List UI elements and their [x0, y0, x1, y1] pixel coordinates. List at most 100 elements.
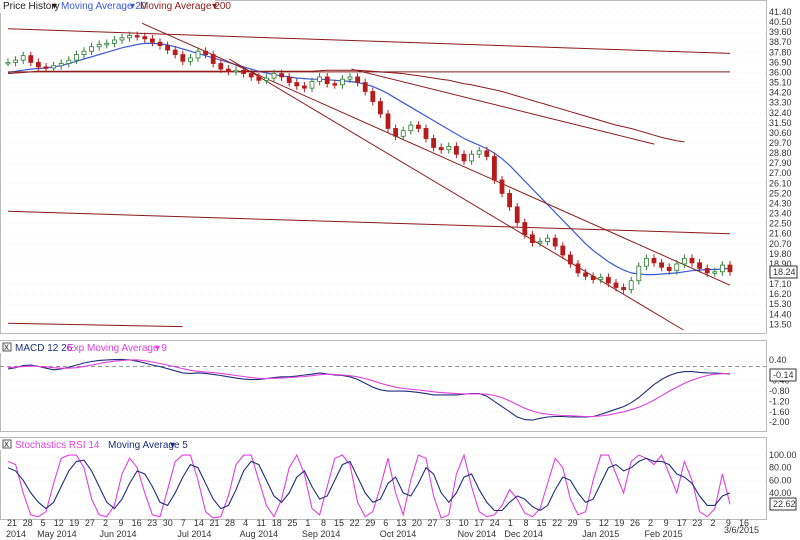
candle-body: [659, 262, 664, 268]
x-day-tick-6: 2: [103, 518, 108, 528]
legend-price-history[interactable]: Price History: [3, 1, 60, 12]
macd-signal-line: [7, 359, 731, 418]
rsi-ytick-0: 100.00: [769, 450, 797, 460]
legend-ma20[interactable]: Moving Average 20: [61, 1, 147, 12]
candle-body: [499, 179, 505, 194]
x-day-tick-27: 27: [428, 518, 438, 528]
candle-body: [51, 65, 56, 69]
x-month-label-10: Feb 2015: [645, 529, 683, 539]
x-day-tick-46: 9: [726, 518, 731, 528]
legend-ema9-dropdown-icon[interactable]: ▾: [155, 343, 160, 354]
price-ytick-30: 13.50: [769, 319, 792, 329]
candle-body: [165, 45, 171, 51]
x-month-label-5: Sep 2014: [302, 529, 341, 539]
trendline-0: [7, 28, 731, 54]
candle-body: [377, 101, 383, 115]
ma200-line: [7, 69, 685, 143]
price-legend[interactable]: Price History ▾ Moving Average 20 ▾ Movi…: [0, 0, 231, 13]
x-day-tick-45: 2: [710, 518, 715, 528]
candle-body: [720, 264, 725, 273]
price-ytick-24: 19.80: [769, 249, 792, 259]
candle-body: [142, 36, 148, 40]
candle-body: [514, 206, 520, 223]
candle-body: [301, 85, 307, 89]
x-day-tick-14: 28: [225, 518, 235, 528]
candle-body: [530, 234, 535, 244]
price-ytick-29: 14.40: [769, 309, 792, 319]
legend-ma20-dropdown-icon[interactable]: ▾: [130, 1, 135, 12]
candle-body: [613, 282, 619, 288]
candle-body: [393, 128, 399, 137]
x-day-tick-4: 19: [69, 518, 79, 528]
x-day-tick-7: 9: [119, 518, 124, 528]
candle-body: [271, 73, 277, 79]
x-day-tick-31: 24: [490, 518, 500, 528]
price-ytick-23: 20.70: [769, 239, 792, 249]
end-date-label: 3/6/2015: [724, 525, 759, 535]
rsi-close-icon[interactable]: [2, 439, 12, 449]
macd-ytick-3: -1.20: [769, 396, 790, 406]
x-month-label-6: Oct 2014: [380, 529, 417, 539]
candle-body: [339, 78, 345, 86]
legend-rsi-ma5[interactable]: Moving Average 5: [108, 440, 188, 451]
legend-macd[interactable]: MACD 12 26: [15, 343, 73, 354]
trendline-5: [351, 68, 655, 145]
price-ytick-6: 36.00: [769, 67, 792, 77]
candle-body: [621, 287, 626, 291]
x-day-tick-21: 15: [334, 518, 344, 528]
price-ytick-5: 36.90: [769, 57, 792, 67]
price-ytick-15: 27.90: [769, 158, 792, 168]
macd-close-glyph: x: [4, 342, 9, 353]
legend-price-dropdown-icon[interactable]: ▾: [52, 1, 57, 12]
price-ytick-21: 22.50: [769, 219, 792, 229]
legend-stoch-rsi[interactable]: Stochastics RSI 14: [15, 440, 100, 451]
candle-body: [704, 268, 710, 274]
macd-legend-bg: [0, 341, 160, 353]
price-ytick-13: 29.70: [769, 138, 792, 148]
macd-ytick-5: -2.00: [769, 417, 790, 427]
x-day-tick-39: 19: [614, 518, 624, 528]
macd-legend[interactable]: x MACD 12 26 Exp Moving Average 9 ▾: [0, 341, 167, 354]
x-day-tick-3: 12: [54, 518, 64, 528]
macd-badge: -0.14: [769, 368, 797, 382]
candle-body: [431, 138, 437, 148]
x-day-tick-26: 20: [412, 518, 422, 528]
candle-body: [256, 76, 262, 81]
candle-body: [552, 237, 558, 247]
price-legend-bg: [0, 0, 215, 13]
macd-close-icon[interactable]: [2, 342, 12, 352]
candle-body: [400, 130, 406, 137]
x-day-tick-20: 8: [321, 518, 326, 528]
x-month-label-8: Dec 2014: [504, 529, 543, 539]
x-day-tick-25: 13: [396, 518, 406, 528]
candle-body: [636, 265, 642, 282]
legend-ma200[interactable]: Moving Average 200: [140, 1, 231, 12]
candle-body: [157, 41, 163, 46]
last-price-badge-box: [769, 265, 798, 279]
x-day-tick-33: 8: [523, 518, 528, 528]
price-ytick-19: 24.30: [769, 198, 792, 208]
candle-body: [408, 124, 414, 132]
rsi-ytick-3: 40.00: [769, 488, 792, 498]
candle-body: [309, 81, 315, 89]
candle-body: [347, 76, 353, 80]
x-month-label-0: 2014: [6, 529, 26, 539]
legend-ma200-dropdown-icon[interactable]: ▾: [212, 1, 217, 12]
candle-body: [119, 37, 125, 41]
candle-body: [628, 280, 634, 291]
candle-body: [233, 69, 239, 73]
candle-body: [104, 42, 110, 46]
candle-body: [583, 272, 588, 277]
candle-body: [28, 55, 34, 63]
candle-body: [651, 257, 657, 264]
x-month-label-3: Jul 2014: [177, 529, 211, 539]
rsi-ytick-1: 80.00: [769, 463, 792, 473]
candle-body: [385, 113, 391, 129]
macd-badge-box: [769, 368, 797, 382]
legend-rsi-ma5-dropdown-icon[interactable]: ▾: [170, 440, 175, 451]
legend-ema9[interactable]: Exp Moving Average 9: [67, 343, 167, 354]
candle-body: [218, 63, 224, 70]
rsi-legend[interactable]: x Stochastics RSI 14 Moving Average 5 ▾: [0, 438, 188, 451]
x-day-tick-35: 22: [552, 518, 562, 528]
rsi-badge: 22.62: [769, 497, 797, 511]
